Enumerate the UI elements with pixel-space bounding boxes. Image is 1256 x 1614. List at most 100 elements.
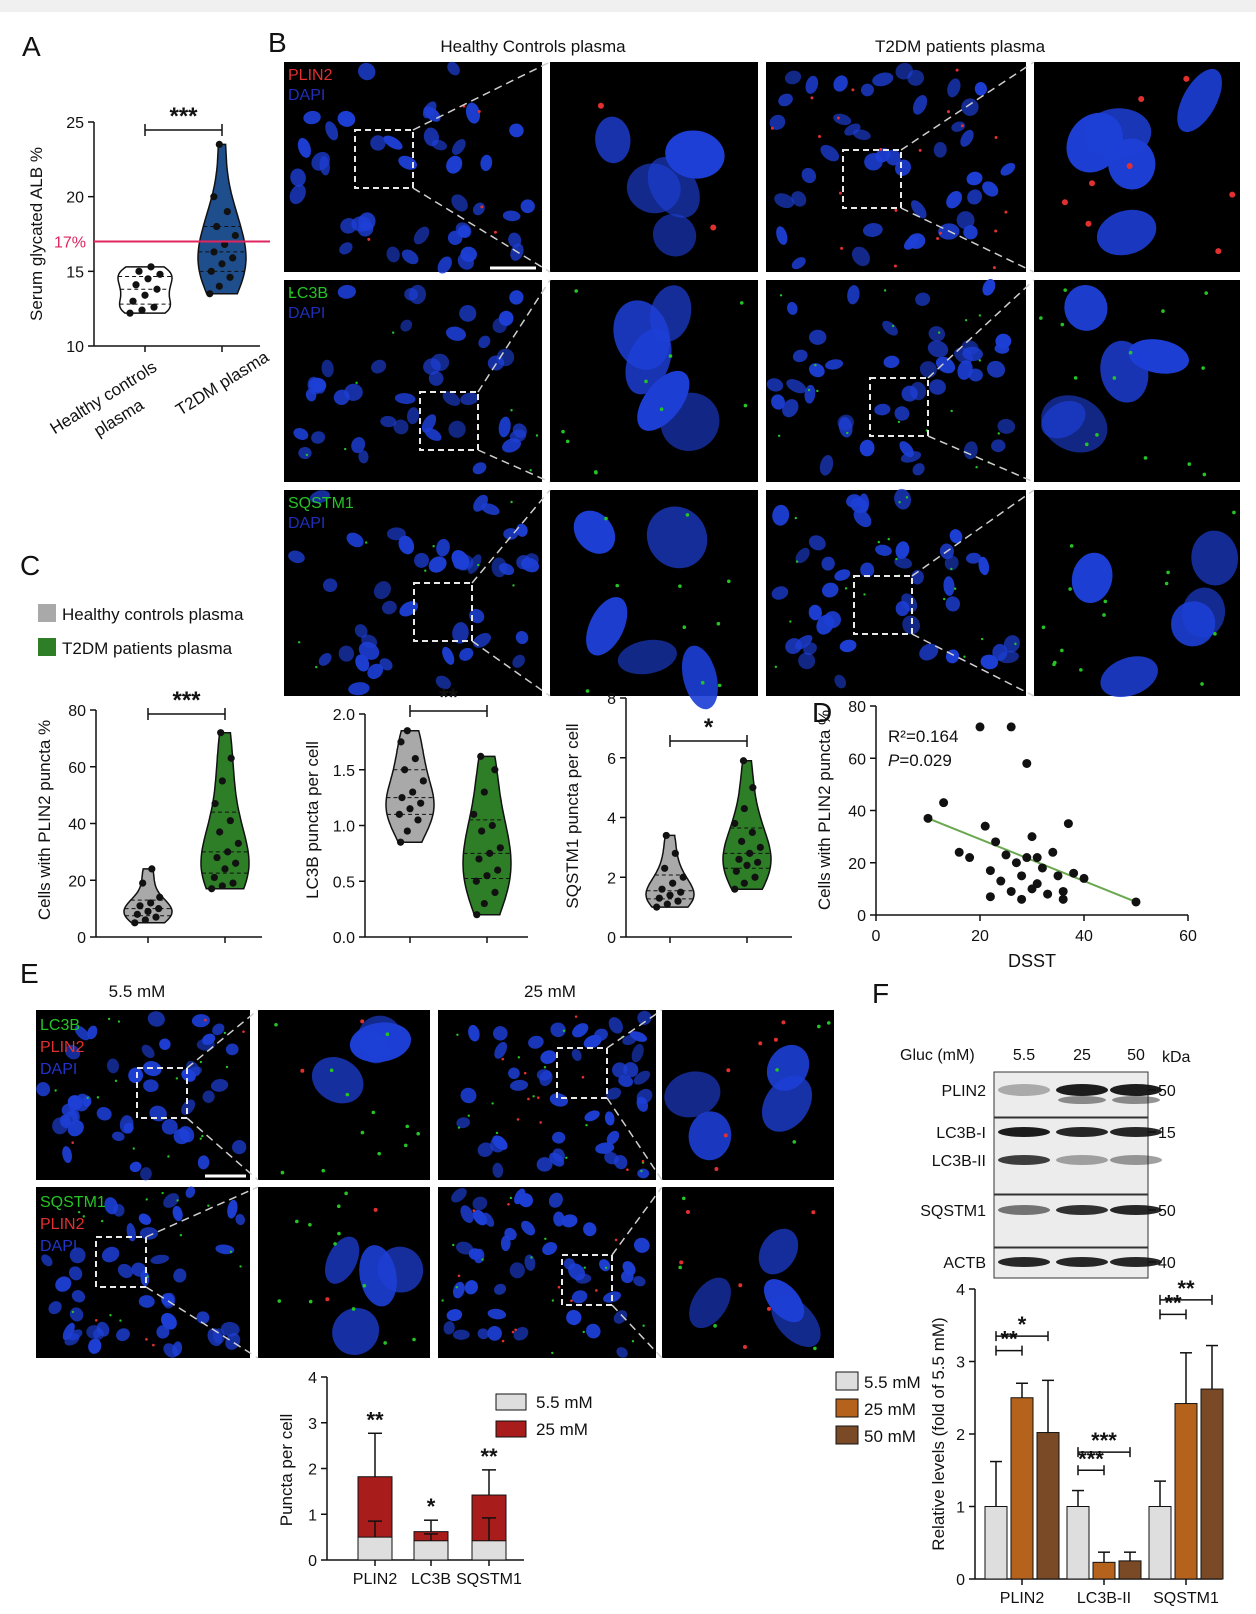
nucleus [220,1321,240,1337]
puncta-dot [1060,648,1064,653]
puncta-dot [295,1219,299,1224]
nucleus [613,300,671,370]
data-point [478,827,486,835]
nucleus [212,1023,225,1036]
nucleus [210,1079,229,1092]
puncta-dot [1004,210,1008,214]
nucleus [561,1214,578,1228]
bar-0 [984,1506,1008,1580]
nucleus [772,504,790,526]
puncta-dot [975,466,978,469]
nucleus [894,406,910,421]
scatter-point [1027,832,1037,842]
data-point [213,853,221,862]
data-point [403,727,411,735]
nucleus [468,554,482,574]
data-point [147,899,155,907]
nucleus [575,1273,592,1284]
nucleus [422,101,437,119]
x-tick-label: LC3B-II [1077,1590,1131,1607]
blot-condition-label: Gluc (mM) [900,1047,975,1064]
data-point [129,297,137,305]
puncta-dot [71,1141,75,1144]
nucleus [129,1161,142,1173]
panel-e-header-25: 25 mM [524,982,576,1001]
nucleus [492,317,508,334]
nucleus [594,1028,608,1041]
nucleus [358,62,376,81]
puncta-dot [883,289,887,292]
y-tick-label: 1.5 [333,763,355,780]
nucleus [138,1213,152,1225]
y-tick-label: 4 [956,1282,965,1299]
nucleus [595,1142,615,1154]
legend-label: Healthy controls plasma [62,605,244,624]
puncta-dot [897,420,901,424]
nucleus [173,1268,187,1283]
data-point [473,911,481,919]
data-point [658,885,666,893]
puncta-dot [895,557,898,561]
nucleus [1177,68,1222,133]
data-point [135,267,143,275]
panel-letter-d: D [812,697,832,728]
nucleus [758,1228,799,1275]
data-point [494,866,502,874]
nucleus [116,1328,130,1342]
nucleus [778,93,793,107]
nucleus [288,550,305,564]
data-point [206,290,214,298]
bar-1 [1010,1397,1034,1580]
nucleus [911,200,927,219]
data-point [674,897,682,905]
data-point [417,799,425,807]
y-tick-label: 10 [66,339,84,356]
puncta-dot [1041,625,1046,630]
puncta-dot [980,637,984,641]
nucleus [87,1025,98,1040]
zoom-connector [145,1186,259,1238]
data-point [150,303,158,311]
puncta-dot [817,135,821,139]
puncta-dot [432,545,435,548]
data-point [226,273,234,281]
puncta-dot [1079,668,1083,672]
y-axis-label: LC3B puncta per cell [303,741,322,899]
nucleus [995,333,1012,349]
puncta-dot [412,1337,416,1342]
scatter-point [1022,853,1032,863]
puncta-dot [457,1126,461,1129]
puncta-dot [274,1022,278,1027]
nucleus [400,319,413,332]
scatter-point [954,847,964,857]
puncta-dot [894,208,898,212]
nucleus [524,1254,536,1271]
data-point [226,817,234,825]
puncta-dot [523,1071,527,1075]
scatter-point [996,876,1006,886]
significance-stars: ** [1164,1290,1182,1315]
puncta-dot [840,246,844,250]
nucleus [514,1188,526,1205]
nucleus [528,1035,544,1049]
nucleus [358,450,369,464]
significance-stars: ** [439,684,458,711]
nucleus [67,1329,83,1341]
puncta-dot [742,1345,747,1350]
y-tick-label: 0 [308,1553,317,1570]
puncta-dot [455,1285,459,1289]
nucleus [542,1241,558,1256]
zoom-region-box [419,391,479,451]
nucleus [776,226,788,245]
nucleus [622,1034,637,1046]
nucleus [443,1321,455,1335]
puncta-dot [77,1210,81,1214]
nucleus [138,1295,155,1308]
puncta-dot [199,1060,203,1064]
y-axis-label: Cells with PLIN2 puncta % [815,710,834,910]
puncta-dot [512,584,515,587]
blot-band [998,1205,1050,1215]
puncta-dot [1229,191,1236,198]
data-point [221,240,229,249]
nucleus [156,1325,170,1339]
